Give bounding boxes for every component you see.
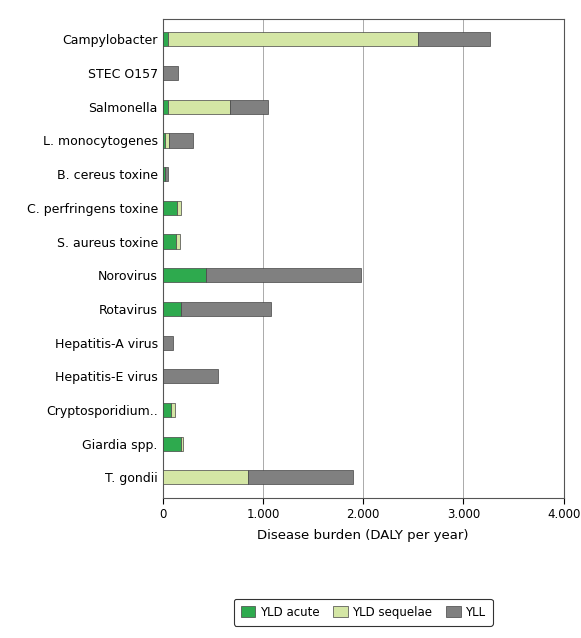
Bar xyxy=(163,369,218,383)
Bar xyxy=(248,470,353,484)
Bar xyxy=(181,436,182,451)
Bar xyxy=(164,133,168,147)
Bar xyxy=(164,167,168,181)
Bar xyxy=(168,100,230,114)
Bar xyxy=(171,403,175,417)
Bar xyxy=(168,33,418,47)
Bar xyxy=(163,470,248,484)
Bar xyxy=(163,336,173,350)
Bar xyxy=(163,234,175,249)
Bar xyxy=(163,268,206,283)
Bar xyxy=(181,302,271,316)
Bar xyxy=(163,302,181,316)
Bar xyxy=(206,268,361,283)
Bar xyxy=(418,33,490,47)
Bar xyxy=(163,66,178,80)
Bar xyxy=(230,100,268,114)
Bar xyxy=(177,201,181,215)
Legend: YLD acute, YLD sequelae, YLL: YLD acute, YLD sequelae, YLL xyxy=(234,598,493,626)
Bar xyxy=(163,133,164,147)
Bar xyxy=(163,201,177,215)
Bar xyxy=(163,403,171,417)
Bar xyxy=(163,100,168,114)
X-axis label: Disease burden (DALY per year): Disease burden (DALY per year) xyxy=(257,530,469,542)
Bar xyxy=(175,234,180,249)
Bar xyxy=(163,167,164,181)
Bar xyxy=(163,33,168,47)
Bar xyxy=(163,436,181,451)
Bar xyxy=(168,133,193,147)
